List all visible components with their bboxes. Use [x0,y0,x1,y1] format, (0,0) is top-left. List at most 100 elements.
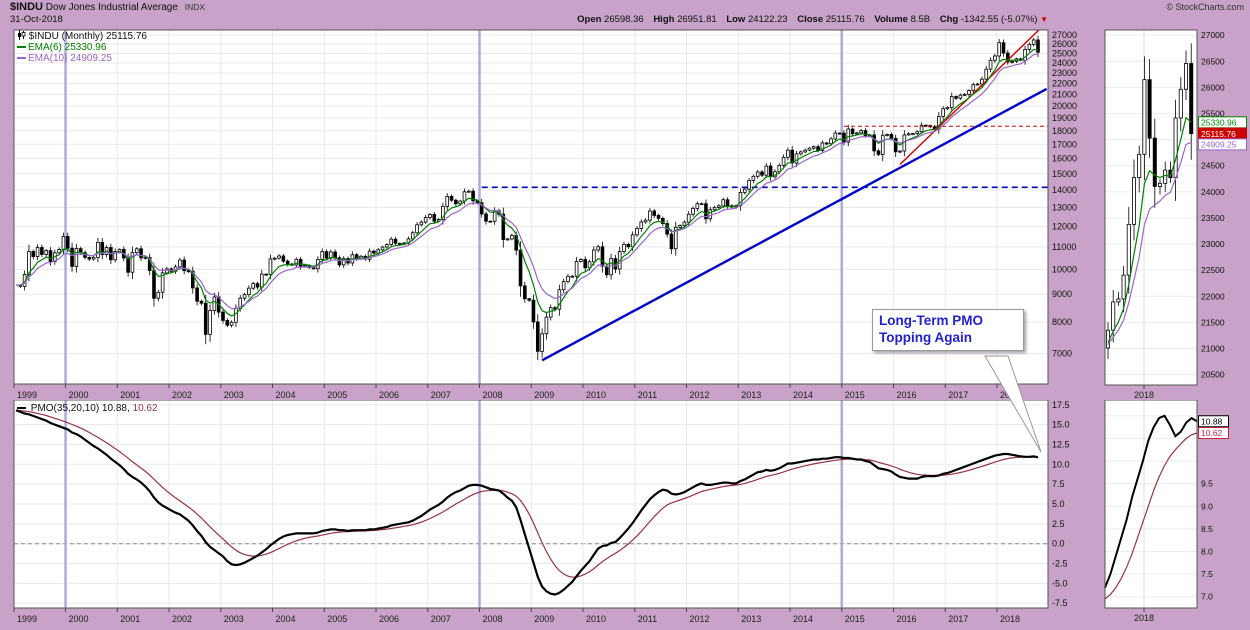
price-legend: $INDU (Monthly) 25115.76 EMA(6) 25330.96… [17,30,147,64]
svg-text:2017: 2017 [948,390,968,400]
svg-text:1999: 1999 [17,614,37,624]
svg-text:19000: 19000 [1052,113,1077,123]
main-price-chart: 7000 8000 9000 10000 11000 12000 13000 14000 150… [13,29,1077,400]
svg-text:15.0: 15.0 [1052,420,1070,430]
open-value: 26598.36 [604,14,644,25]
svg-text:11000: 11000 [1052,242,1076,252]
svg-text:24000: 24000 [1052,58,1077,68]
svg-text:-7.5: -7.5 [1052,598,1068,608]
annotation-box: Long-Term PMO Topping Again [872,309,1024,351]
volume-label: Volume [874,14,908,25]
svg-text:2000: 2000 [69,614,89,624]
svg-text:15000: 15000 [1052,169,1077,179]
svg-text:24909.25: 24909.25 [1201,140,1237,150]
chart-type-icon [18,30,26,40]
svg-text:23000: 23000 [1052,68,1077,78]
svg-text:22000: 22000 [1201,291,1225,301]
svg-text:-2.5: -2.5 [1052,559,1068,569]
svg-text:2012: 2012 [690,390,710,400]
ema6-swatch [17,46,26,49]
svg-text:2001: 2001 [120,614,140,624]
open-label: Open [577,14,602,25]
svg-text:2018: 2018 [1000,614,1020,624]
svg-text:2003: 2003 [224,614,244,624]
svg-text:0.0: 0.0 [1052,539,1065,549]
svg-text:2008: 2008 [483,614,503,624]
svg-text:2018: 2018 [1134,390,1154,400]
svg-text:8000: 8000 [1052,317,1072,327]
volume-value: 8.5B [910,14,931,25]
stockcharts-credit: © StockCharts.com [1166,2,1244,12]
svg-text:18000: 18000 [1052,126,1077,136]
svg-text:2002: 2002 [172,390,192,400]
svg-text:2006: 2006 [379,614,399,624]
svg-text:2018: 2018 [1134,613,1154,623]
svg-text:2014: 2014 [793,614,813,624]
svg-text:2010: 2010 [586,614,606,624]
svg-text:2018: 2018 [1000,390,1020,400]
svg-text:-5.0: -5.0 [1052,578,1068,588]
svg-text:10.0: 10.0 [1052,459,1070,469]
inset-price-chart: 2700026500260002550025000245002400023500… [1104,29,1247,400]
svg-text:25500: 25500 [1201,109,1225,119]
svg-text:10.88: 10.88 [1201,416,1223,426]
svg-text:2005: 2005 [327,390,347,400]
svg-text:27000: 27000 [1052,30,1077,40]
svg-text:2016: 2016 [896,614,916,624]
pmo-legend: PMO(35,20,10) 10.88, 10.62 [17,403,158,414]
svg-text:25330.96: 25330.96 [1201,118,1237,128]
svg-text:8.0: 8.0 [1201,546,1213,556]
low-value: 24122.23 [747,14,788,25]
low-label: Low [726,14,746,25]
svg-text:2008: 2008 [483,390,503,400]
svg-text:2001: 2001 [120,390,140,400]
svg-text:17.5: 17.5 [1052,400,1070,410]
svg-text:10.62: 10.62 [1201,428,1223,438]
svg-text:2.5: 2.5 [1052,519,1065,529]
svg-text:7.0: 7.0 [1201,592,1213,602]
svg-text:7.5: 7.5 [1201,569,1213,579]
svg-text:2009: 2009 [534,614,554,624]
svg-text:2011: 2011 [638,390,657,400]
inset-pmo-chart: 9.5 9.0 8.5 8.0 7.5 7.0 10.88 10.62 2018 [1104,400,1229,623]
svg-text:24000: 24000 [1201,187,1225,197]
svg-text:24500: 24500 [1201,161,1225,171]
svg-text:21000: 21000 [1052,89,1077,99]
svg-text:20500: 20500 [1201,370,1225,380]
ema10-swatch [17,57,26,60]
pmo-signal-legend-label: 10.62 [132,403,158,414]
svg-text:12000: 12000 [1052,221,1077,231]
svg-text:26000: 26000 [1052,39,1077,49]
close-value: 25115.76 [825,14,865,25]
svg-text:2013: 2013 [741,614,761,624]
svg-text:21500: 21500 [1201,317,1225,327]
svg-text:2004: 2004 [276,390,296,400]
svg-text:5.0: 5.0 [1052,499,1065,509]
svg-text:9000: 9000 [1052,289,1072,299]
annotation-line2: Topping Again [879,329,972,345]
chart-date: 31-Oct-2018 [10,14,63,25]
svg-text:13000: 13000 [1052,203,1077,213]
svg-text:2012: 2012 [690,614,710,624]
pmo-legend-label: PMO(35,20,10) 10.88, [30,403,130,414]
svg-text:2013: 2013 [741,390,761,400]
svg-text:2007: 2007 [431,390,451,400]
svg-text:2010: 2010 [586,390,606,400]
svg-text:14000: 14000 [1052,185,1077,195]
svg-text:2014: 2014 [793,390,813,400]
quote-summary: Open 26598.36 High 26951.81 Low 24122.23… [570,14,1048,25]
svg-text:2003: 2003 [224,390,244,400]
close-label: Close [797,14,824,25]
svg-text:26500: 26500 [1201,56,1225,66]
svg-text:16000: 16000 [1052,154,1077,164]
svg-text:2016: 2016 [896,390,916,400]
svg-text:25000: 25000 [1052,48,1077,58]
svg-text:2009: 2009 [534,390,554,400]
svg-text:2017: 2017 [948,614,968,624]
svg-text:12.5: 12.5 [1052,439,1070,449]
chart-header: $INDU Dow Jones Industrial Average INDX [10,1,205,13]
ema10-legend-label: EMA(10) 24909.25 [28,53,112,64]
svg-text:26000: 26000 [1201,82,1225,92]
svg-text:22500: 22500 [1201,265,1225,275]
